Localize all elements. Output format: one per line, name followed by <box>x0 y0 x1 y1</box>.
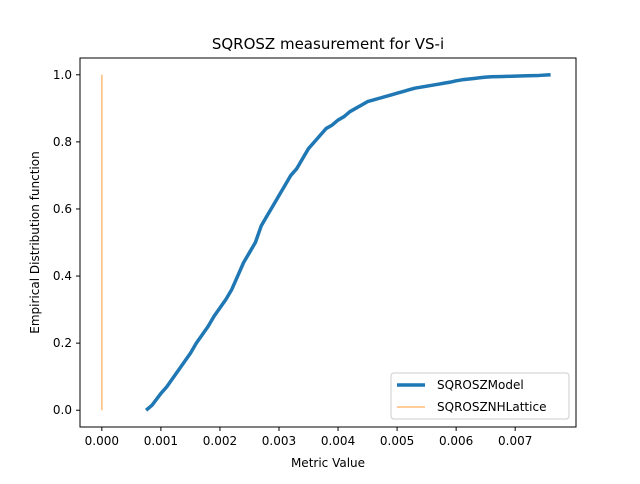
x-tick-label: 0.001 <box>144 434 178 448</box>
series-line-sqroszmodel <box>144 73 551 412</box>
y-tick-label: 0.0 <box>53 403 72 417</box>
plot-frame <box>79 57 577 428</box>
y-tick-label: 1.0 <box>53 68 72 82</box>
y-axis-label: Empirical Distribution function <box>28 151 42 333</box>
chart-title: SQROSZ measurement for VS-i <box>212 35 444 53</box>
x-tick-label: 0.002 <box>203 434 237 448</box>
legend-label-sqrosznhlattice: SQROSZNHLattice <box>437 400 546 414</box>
y-tick-label: 0.2 <box>53 336 72 350</box>
x-tick-label: 0.005 <box>380 434 414 448</box>
x-tick-label: 0.000 <box>85 434 119 448</box>
x-tick-label: 0.003 <box>262 434 296 448</box>
x-tick-label: 0.006 <box>439 434 473 448</box>
y-tick-label: 0.6 <box>53 202 72 216</box>
x-axis-label: Metric Value <box>291 456 365 470</box>
x-tick-label: 0.007 <box>498 434 532 448</box>
series-layer <box>101 73 551 412</box>
legend: SQROSZModel SQROSZNHLattice <box>390 372 570 420</box>
legend-label-sqroszmodel: SQROSZModel <box>437 378 524 392</box>
y-axis-ticks: 0.0 0.2 0.4 0.6 0.8 1.0 <box>53 68 80 417</box>
x-axis-ticks: 0.000 0.001 0.002 0.003 0.004 0.005 0.006 0.007 <box>85 427 532 448</box>
y-tick-label: 0.4 <box>53 269 72 283</box>
legend-box <box>390 372 570 420</box>
y-tick-label: 0.8 <box>53 135 72 149</box>
x-tick-label: 0.004 <box>321 434 355 448</box>
